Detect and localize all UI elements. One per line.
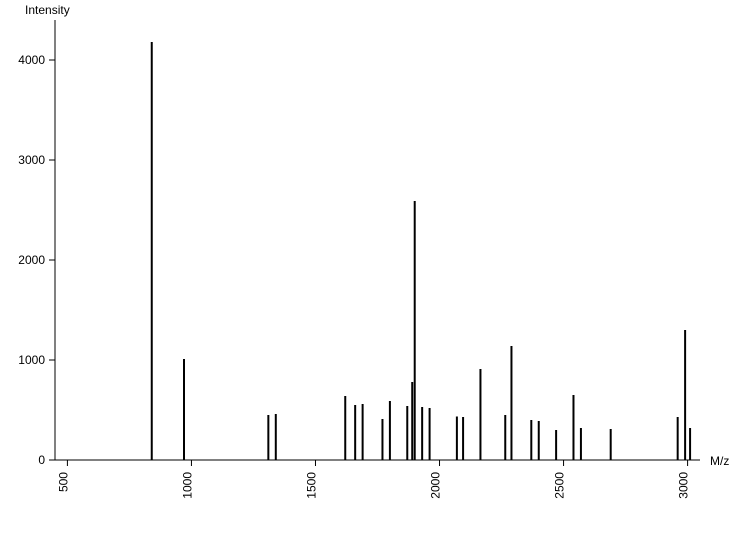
y-tick-label: 0	[38, 453, 45, 467]
x-tick-label: 3000	[677, 472, 691, 499]
x-tick-label: 1000	[180, 472, 194, 499]
y-tick-label: 4000	[18, 53, 45, 67]
y-tick-label: 2000	[18, 253, 45, 267]
x-tick-label: 500	[56, 472, 70, 492]
x-tick-label: 1500	[304, 472, 318, 499]
y-tick-label: 3000	[18, 153, 45, 167]
x-tick-label: 2000	[429, 472, 443, 499]
x-tick-label: 2500	[553, 472, 567, 499]
y-tick-label: 1000	[18, 353, 45, 367]
x-axis-label: M/z	[710, 454, 729, 468]
mass-spectrum-chart: 0 1000 2000 3000 4000 500 1000 1500 2000 2500 3000…	[0, 0, 750, 540]
y-axis-label: Intensity	[25, 3, 70, 17]
